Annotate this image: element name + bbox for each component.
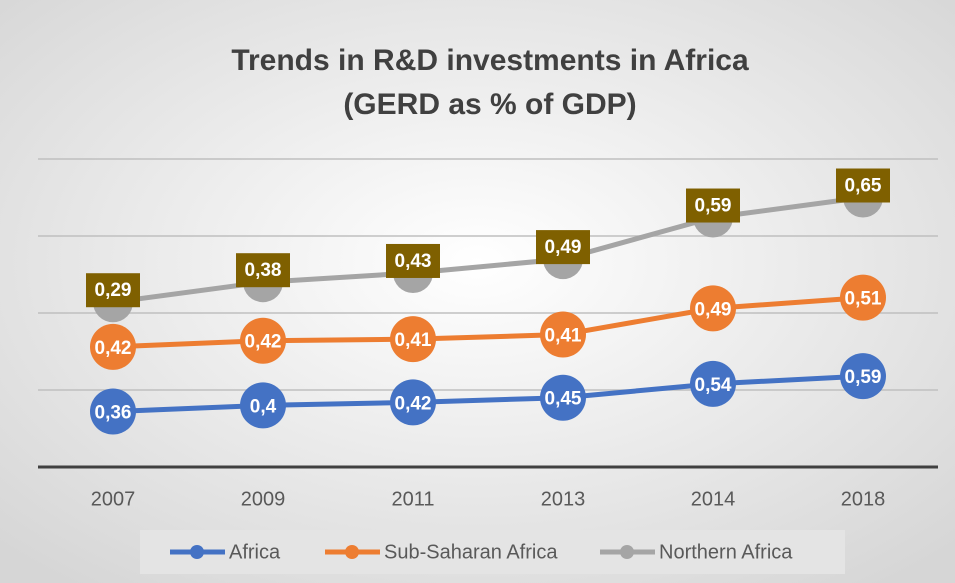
data-point: [540, 374, 586, 421]
data-point: [240, 382, 286, 429]
legend-swatch-marker: [190, 545, 204, 559]
chart-title: Trends in R&D investments in Africa: [231, 44, 749, 77]
data-point: [840, 274, 886, 321]
chart-subtitle: (GERD as % of GDP): [343, 88, 636, 121]
data-label-box: [86, 273, 140, 308]
data-point: [90, 323, 136, 370]
data-point: [690, 360, 736, 407]
data-label: 0,29: [95, 280, 132, 301]
data-label-box: [236, 253, 290, 288]
data-label: 0,49: [545, 237, 582, 258]
data-label-box: [536, 230, 590, 265]
data-label: 0,49: [695, 299, 732, 320]
data-label: 0,42: [245, 332, 282, 353]
x-tick-label: 2009: [241, 488, 286, 510]
data-label: 0,36: [95, 403, 132, 424]
data-label: 0,43: [395, 251, 432, 272]
data-label: 0,59: [695, 196, 732, 217]
data-point: [390, 316, 436, 363]
data-point: [690, 285, 736, 332]
data-label-box: [386, 243, 440, 278]
data-point: [90, 388, 136, 435]
data-label: 0,4: [250, 396, 277, 417]
x-tick-label: 2014: [691, 488, 736, 510]
x-tick-label: 2011: [391, 488, 434, 510]
data-label: 0,38: [245, 260, 282, 281]
data-point: [390, 379, 436, 426]
legend-box: [140, 530, 845, 574]
data-label: 0,59: [845, 367, 882, 388]
data-label-box: [686, 188, 740, 223]
data-label: 0,42: [95, 338, 132, 359]
data-label: 0,51: [845, 289, 882, 310]
legend-label: Sub-Saharan Africa: [384, 541, 558, 563]
data-label-box: [836, 168, 890, 203]
data-label: 0,42: [395, 393, 432, 414]
data-label: 0,45: [545, 389, 582, 410]
data-label: 0,54: [695, 375, 732, 396]
data-label: 0,41: [545, 326, 582, 347]
data-point: [840, 353, 886, 400]
legend-label: Northern Africa: [659, 541, 793, 563]
data-label: 0,65: [845, 176, 882, 197]
legend-swatch-marker: [620, 545, 634, 559]
data-point: [540, 311, 586, 358]
x-tick-label: 2018: [841, 488, 886, 510]
series-line: [112, 295, 864, 350]
legend-label: Africa: [229, 541, 281, 563]
data-label: 0,41: [395, 330, 432, 351]
x-tick-label: 2013: [541, 488, 586, 510]
data-point: [240, 317, 286, 364]
legend-swatch-marker: [345, 545, 359, 559]
series-line: [112, 373, 864, 415]
x-tick-label: 2007: [91, 488, 136, 510]
